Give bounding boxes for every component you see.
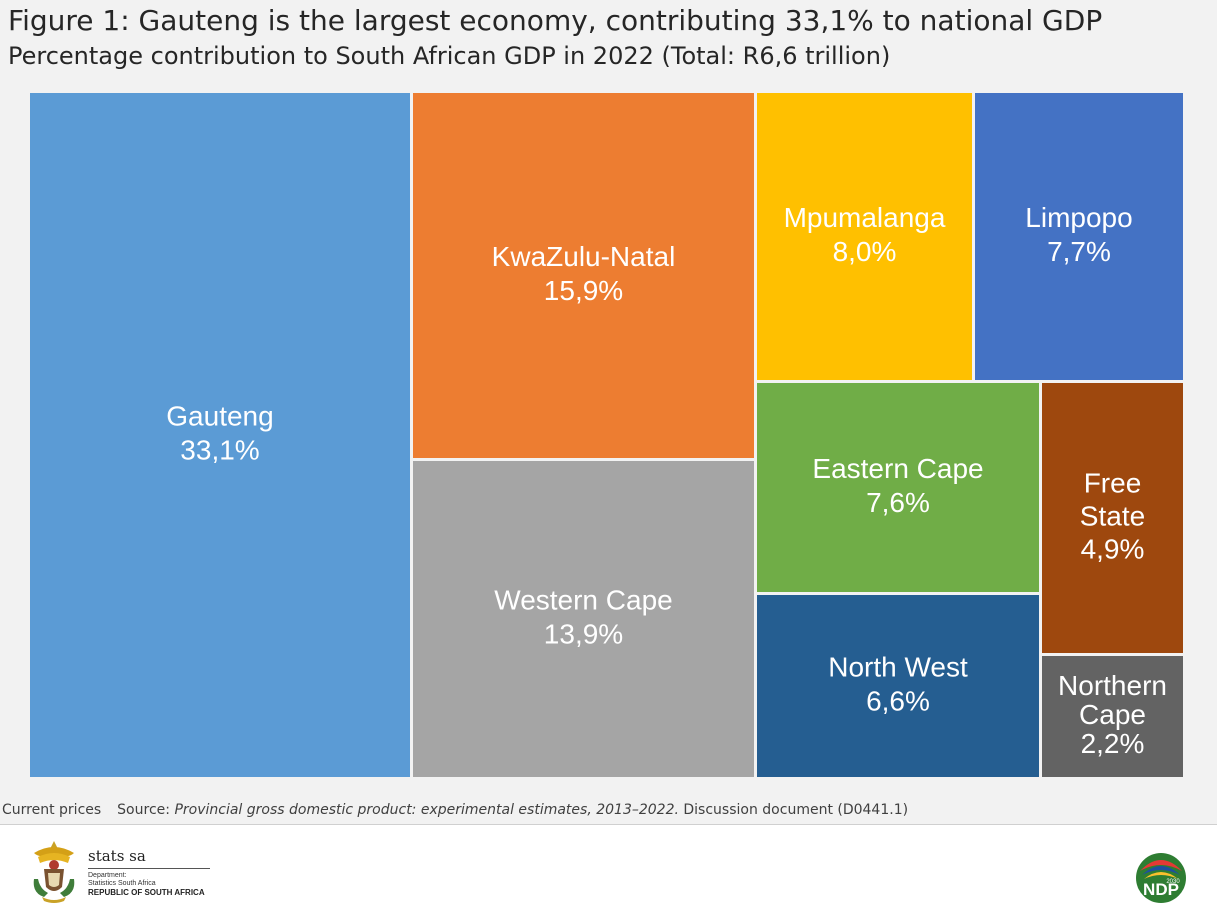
tile-label-northern-cape-2: 2,2% xyxy=(1081,728,1145,759)
tile-rect-limpopo xyxy=(975,93,1183,380)
footnote-prefix: Current prices xyxy=(2,802,102,818)
tile-rect-eastern-cape xyxy=(757,383,1039,592)
footer-divider xyxy=(0,824,1217,825)
tile-label-limpopo-0: Limpopo xyxy=(1025,202,1132,233)
tile-rect-kwazulu-natal xyxy=(413,93,754,458)
org-name: stats sa xyxy=(88,847,146,865)
tile-rect-north-west xyxy=(757,595,1039,777)
tile-label-eastern-cape-0: Eastern Cape xyxy=(812,453,983,484)
coat-of-arms-logo xyxy=(33,841,75,903)
svg-text:NDP: NDP xyxy=(1143,880,1179,899)
tile-label-eastern-cape-1: 7,6% xyxy=(866,487,930,518)
chart-title: Figure 1: Gauteng is the largest economy… xyxy=(8,4,1103,37)
tile-label-mpumalanga-0: Mpumalanga xyxy=(784,202,946,233)
tile-rect-western-cape xyxy=(413,461,754,777)
org-block: stats sa Department: Statistics South Af… xyxy=(88,849,210,898)
tile-label-free-state-2: 4,9% xyxy=(1081,533,1145,564)
tile-rect-gauteng xyxy=(30,93,410,777)
tile-label-western-cape-0: Western Cape xyxy=(494,584,672,615)
tile-label-gauteng-0: Gauteng xyxy=(166,400,273,431)
tile-label-gauteng-1: 33,1% xyxy=(180,434,259,465)
svg-text:2030: 2030 xyxy=(1166,879,1180,885)
tile-label-western-cape-1: 13,9% xyxy=(544,618,623,649)
tile-label-northern-cape-0: Northern xyxy=(1058,670,1167,701)
tile-label-free-state-0: Free xyxy=(1084,467,1142,498)
footnote: Current prices Source: Provincial gross d… xyxy=(2,802,908,818)
source-label: Source: xyxy=(117,802,170,818)
org-rule xyxy=(88,868,210,869)
tile-rect-northern-cape xyxy=(1042,656,1183,777)
org-country: REPUBLIC OF SOUTH AFRICA xyxy=(88,888,205,897)
tile-rect-mpumalanga xyxy=(757,93,972,380)
tile-rect-free-state xyxy=(1042,383,1183,653)
tile-label-kwazulu-natal-1: 15,9% xyxy=(544,275,623,306)
org-sub: Statistics South Africa xyxy=(88,880,156,887)
tile-label-north-west-1: 6,6% xyxy=(866,685,930,716)
chart-subtitle: Percentage contribution to South African… xyxy=(8,42,891,70)
tile-label-northern-cape-1: Cape xyxy=(1079,699,1146,730)
tile-label-north-west-0: North West xyxy=(828,651,968,682)
footer: stats sa Department: Statistics South Af… xyxy=(0,825,1217,915)
tile-label-kwazulu-natal-0: KwaZulu-Natal xyxy=(492,241,676,272)
org-dept: Department: xyxy=(88,872,127,879)
tile-label-limpopo-1: 7,7% xyxy=(1047,236,1111,267)
source-suffix: Discussion document (D0441.1) xyxy=(683,802,909,818)
ndp-logo: NDP 2030 xyxy=(1136,853,1186,903)
source-title: Provincial gross domestic product: exper… xyxy=(174,802,679,818)
tile-label-free-state-1: State xyxy=(1080,500,1145,531)
tile-label-mpumalanga-1: 8,0% xyxy=(833,236,897,267)
